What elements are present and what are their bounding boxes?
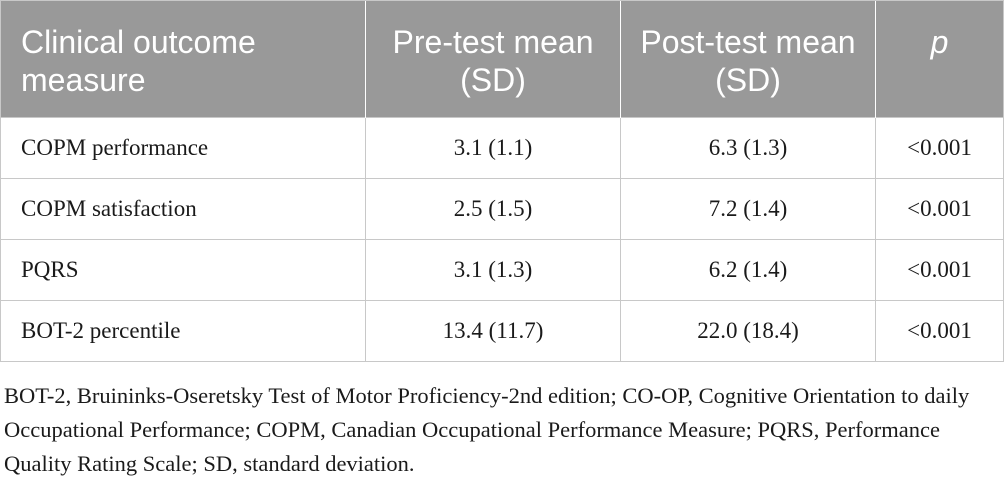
cell-measure: BOT-2 percentile (0, 300, 366, 362)
header-post-test-mean: Post-test mean (SD) (620, 0, 876, 118)
results-table-container: Clinical outcome measure Pre-test mean (… (0, 0, 1004, 362)
cell-measure: COPM performance (0, 117, 366, 179)
cell-post-test: 6.3 (1.3) (620, 117, 876, 179)
table-row: BOT-2 percentile 13.4 (11.7) 22.0 (18.4)… (0, 300, 1004, 362)
table-header: Clinical outcome measure Pre-test mean (… (0, 0, 1004, 118)
cell-p-value: <0.001 (875, 178, 1004, 240)
cell-p-value: <0.001 (875, 239, 1004, 301)
cell-post-test: 7.2 (1.4) (620, 178, 876, 240)
cell-post-test: 6.2 (1.4) (620, 239, 876, 301)
cell-pre-test: 3.1 (1.1) (365, 117, 621, 179)
cell-pre-test: 13.4 (11.7) (365, 300, 621, 362)
header-clinical-outcome-measure: Clinical outcome measure (0, 0, 366, 118)
table-body: COPM performance 3.1 (1.1) 6.3 (1.3) <0.… (0, 117, 1004, 362)
cell-pre-test: 3.1 (1.3) (365, 239, 621, 301)
header-row: Clinical outcome measure Pre-test mean (… (0, 0, 1004, 118)
header-pre-test-mean: Pre-test mean (SD) (365, 0, 621, 118)
cell-p-value: <0.001 (875, 117, 1004, 179)
cell-post-test: 22.0 (18.4) (620, 300, 876, 362)
table-row: COPM satisfaction 2.5 (1.5) 7.2 (1.4) <0… (0, 178, 1004, 240)
table-row: PQRS 3.1 (1.3) 6.2 (1.4) <0.001 (0, 239, 1004, 301)
cell-pre-test: 2.5 (1.5) (365, 178, 621, 240)
header-p-value: p (875, 0, 1004, 118)
cell-measure: COPM satisfaction (0, 178, 366, 240)
table-footnote: BOT-2, Bruininks-Oseretsky Test of Motor… (4, 383, 970, 476)
results-table: Clinical outcome measure Pre-test mean (… (0, 0, 1004, 362)
cell-p-value: <0.001 (875, 300, 1004, 362)
cell-measure: PQRS (0, 239, 366, 301)
table-row: COPM performance 3.1 (1.1) 6.3 (1.3) <0.… (0, 117, 1004, 179)
